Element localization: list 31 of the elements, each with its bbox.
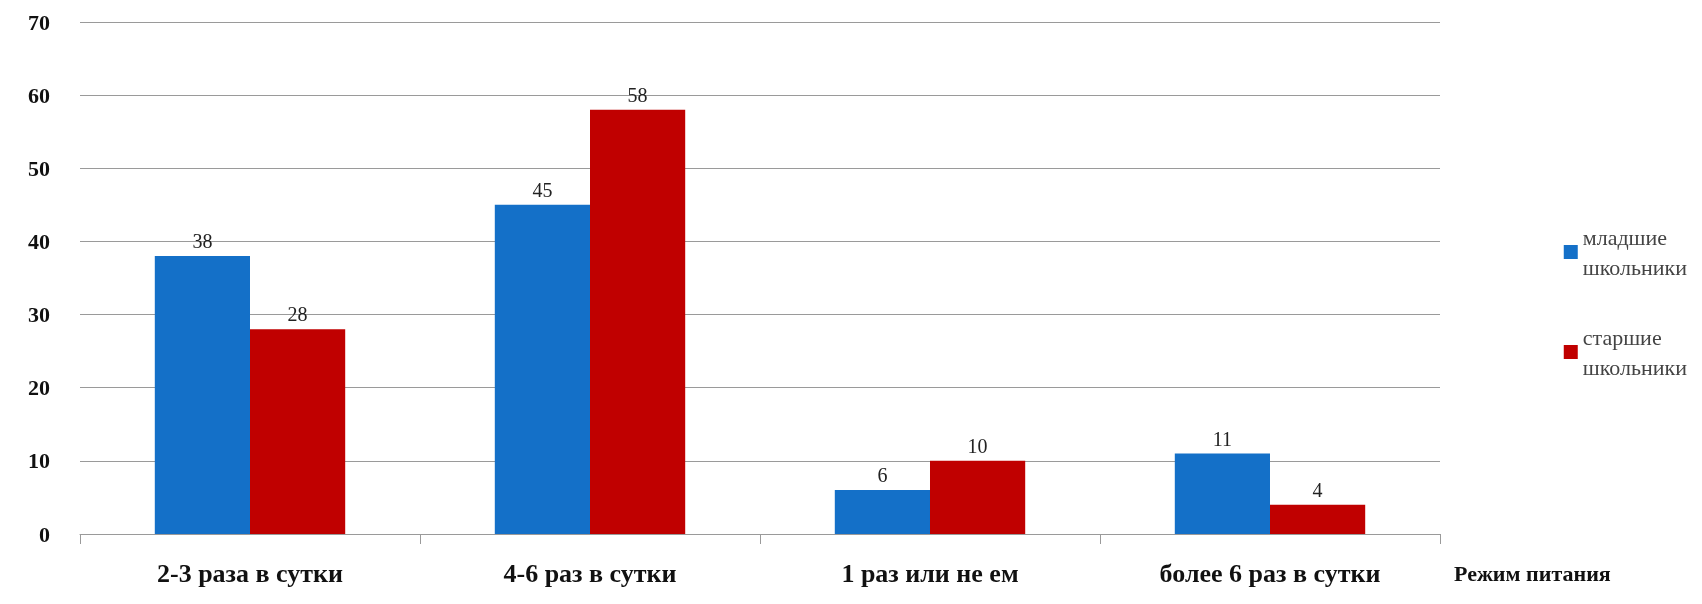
y-tick-label: 50 (28, 155, 50, 181)
bar (1174, 453, 1270, 534)
data-label: 10 (967, 434, 988, 457)
x-tick-label: более 6 раз в сутки (1159, 558, 1381, 588)
x-tick-label: 2-3 раза в сутки (156, 558, 344, 588)
y-tick-label: 60 (28, 82, 50, 108)
y-tick-label: 20 (28, 375, 50, 401)
data-label: 58 (627, 83, 648, 106)
y-tick-label: 30 (28, 302, 50, 328)
x-axis-title: Режим питания (1454, 560, 1611, 586)
data-label: 4 (1312, 478, 1323, 501)
data-label: 45 (532, 178, 553, 201)
y-tick-label: 40 (28, 228, 50, 254)
bar (1270, 504, 1366, 534)
bar (834, 490, 930, 534)
legend-label: младшие школьники (1582, 224, 1688, 280)
y-tick-label: 10 (28, 448, 50, 474)
y-tick-label: 70 (28, 9, 50, 35)
data-label: 28 (287, 303, 308, 326)
data-label: 38 (192, 230, 213, 253)
bar (250, 329, 346, 534)
legend-label: старшие школьники (1582, 324, 1688, 380)
data-label: 11 (1212, 427, 1233, 450)
bar (154, 256, 250, 534)
x-tick-label: 1 раз или не ем (841, 558, 1019, 588)
bar (590, 109, 686, 534)
data-label: 6 (877, 464, 888, 487)
x-tick-label: 4-6 раз в сутки (503, 558, 677, 588)
y-tick-label: 0 (39, 521, 50, 547)
bar (930, 460, 1026, 534)
bar (494, 204, 590, 534)
